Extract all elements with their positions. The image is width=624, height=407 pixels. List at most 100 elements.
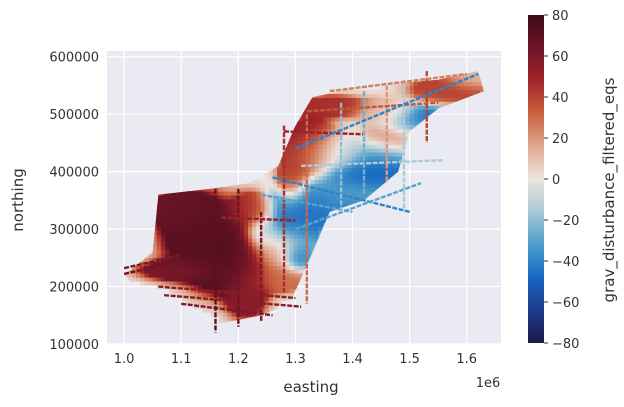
data-cell bbox=[239, 292, 245, 298]
data-cell bbox=[156, 273, 162, 278]
data-cell bbox=[214, 265, 220, 270]
data-cell bbox=[409, 120, 415, 126]
data-cell bbox=[314, 155, 320, 161]
data-cell bbox=[289, 284, 295, 290]
data-cell bbox=[281, 175, 286, 180]
data-cell bbox=[368, 112, 373, 118]
data-cell bbox=[281, 296, 286, 301]
data-cell bbox=[272, 183, 278, 188]
data-cell bbox=[219, 269, 224, 274]
data-cell bbox=[310, 148, 315, 153]
data-cell bbox=[351, 124, 357, 130]
data-cell bbox=[277, 284, 282, 290]
data-cell bbox=[268, 183, 274, 188]
data-cell bbox=[223, 296, 228, 301]
data-cell bbox=[360, 191, 365, 196]
data-cell bbox=[380, 97, 386, 102]
data-cell bbox=[177, 245, 183, 251]
data-cell bbox=[343, 144, 349, 149]
data-cell bbox=[372, 124, 378, 130]
data-cell bbox=[372, 120, 378, 126]
data-cell bbox=[181, 214, 187, 219]
data-cell bbox=[343, 109, 349, 114]
data-cell bbox=[306, 120, 311, 126]
data-cell bbox=[248, 261, 253, 266]
data-cell bbox=[165, 257, 170, 262]
data-cell bbox=[272, 167, 278, 173]
data-cell bbox=[326, 116, 332, 122]
data-cell bbox=[152, 237, 158, 243]
data-cell bbox=[438, 97, 444, 102]
data-cell bbox=[301, 152, 307, 157]
data-cell bbox=[256, 230, 261, 235]
data-cell bbox=[310, 218, 315, 223]
data-cell bbox=[227, 265, 232, 270]
data-cell bbox=[198, 218, 203, 223]
data-cell bbox=[131, 277, 137, 282]
data-cell bbox=[322, 167, 328, 173]
data-cell bbox=[231, 280, 237, 286]
data-cell bbox=[243, 222, 249, 227]
data-cell bbox=[376, 179, 382, 184]
data-cell bbox=[297, 241, 303, 247]
data-cell bbox=[177, 292, 183, 298]
data-cell bbox=[297, 230, 303, 235]
data-cell bbox=[293, 183, 299, 188]
data-cell bbox=[264, 210, 270, 216]
data-cell bbox=[165, 230, 170, 235]
data-cell bbox=[248, 194, 253, 200]
data-cell bbox=[405, 120, 411, 126]
data-cell bbox=[368, 128, 373, 133]
data-cell bbox=[293, 265, 299, 270]
data-cell bbox=[322, 144, 328, 149]
data-cell bbox=[331, 175, 336, 180]
data-cell bbox=[289, 218, 295, 223]
data-cell bbox=[326, 206, 332, 212]
data-cell bbox=[343, 202, 349, 208]
data-cell bbox=[285, 191, 290, 196]
data-cell bbox=[293, 245, 299, 251]
data-cell bbox=[297, 265, 303, 270]
data-cell bbox=[181, 241, 187, 247]
data-cell bbox=[248, 191, 253, 196]
data-cell bbox=[277, 237, 282, 243]
data-cell bbox=[202, 308, 208, 313]
data-cell bbox=[343, 120, 349, 126]
data-cell bbox=[256, 226, 261, 231]
data-cell bbox=[173, 269, 179, 274]
data-cell bbox=[227, 277, 232, 282]
data-cell bbox=[380, 132, 386, 137]
data-cell bbox=[384, 128, 390, 133]
data-cell bbox=[285, 241, 290, 247]
data-cell bbox=[306, 148, 311, 153]
data-cell bbox=[397, 140, 402, 145]
data-cell bbox=[351, 179, 357, 184]
data-cell bbox=[322, 120, 328, 126]
data-cell bbox=[314, 171, 320, 176]
data-cell bbox=[331, 194, 336, 200]
data-cell bbox=[364, 171, 369, 176]
data-cell bbox=[289, 163, 295, 169]
data-cell bbox=[256, 284, 261, 290]
data-cell bbox=[248, 308, 253, 313]
data-cell bbox=[202, 206, 208, 212]
data-cell bbox=[281, 155, 286, 161]
data-cell bbox=[223, 253, 228, 258]
data-cell bbox=[243, 312, 249, 317]
data-cell bbox=[289, 241, 295, 247]
data-cell bbox=[227, 288, 232, 294]
data-cell bbox=[355, 116, 361, 122]
data-cell bbox=[281, 226, 286, 231]
data-cell bbox=[293, 253, 299, 258]
data-cell bbox=[160, 269, 166, 274]
x-axis-label: easting bbox=[283, 378, 338, 396]
data-cell bbox=[401, 89, 407, 94]
data-cell bbox=[376, 167, 382, 173]
data-cell bbox=[272, 253, 278, 258]
data-cell bbox=[223, 187, 228, 192]
data-cell bbox=[248, 284, 253, 290]
data-cell bbox=[355, 124, 361, 130]
data-cell bbox=[160, 245, 166, 251]
data-cell bbox=[214, 280, 220, 286]
data-cell bbox=[372, 136, 378, 141]
